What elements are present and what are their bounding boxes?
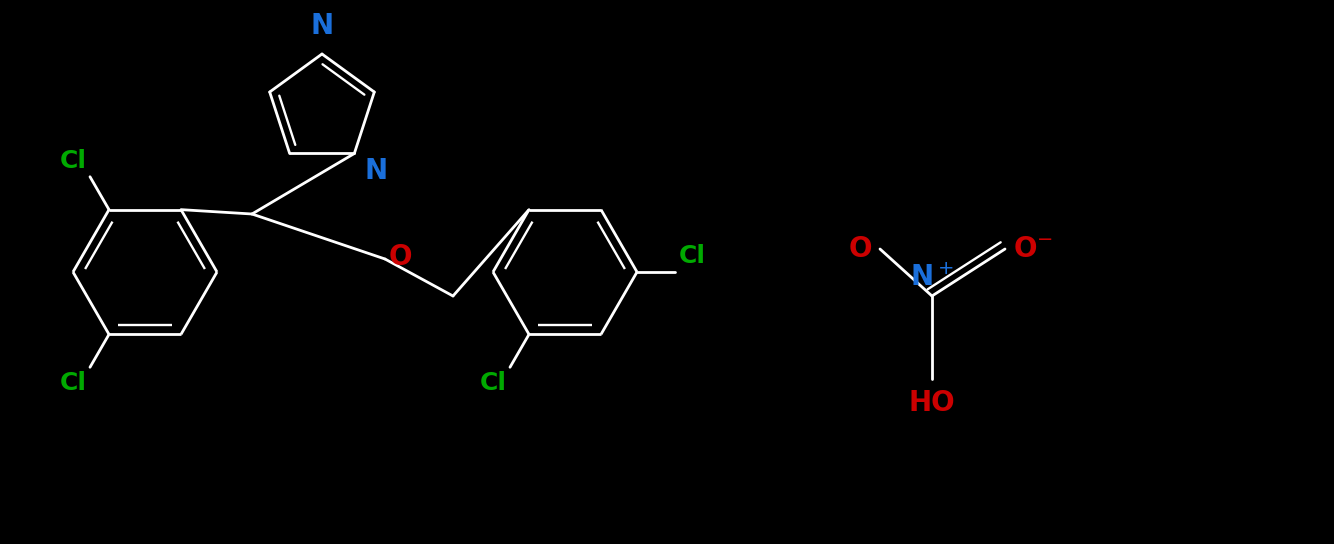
- Text: O$^{-}$: O$^{-}$: [1013, 235, 1053, 263]
- Text: O: O: [390, 243, 412, 271]
- Text: HO: HO: [908, 389, 955, 417]
- Text: Cl: Cl: [60, 149, 87, 173]
- Text: Cl: Cl: [679, 244, 706, 268]
- Text: Cl: Cl: [480, 371, 507, 395]
- Text: N$^+$: N$^+$: [910, 264, 954, 292]
- Text: Cl: Cl: [60, 371, 87, 395]
- Text: O: O: [848, 235, 872, 263]
- Text: N: N: [311, 12, 334, 40]
- Text: N: N: [364, 158, 387, 186]
